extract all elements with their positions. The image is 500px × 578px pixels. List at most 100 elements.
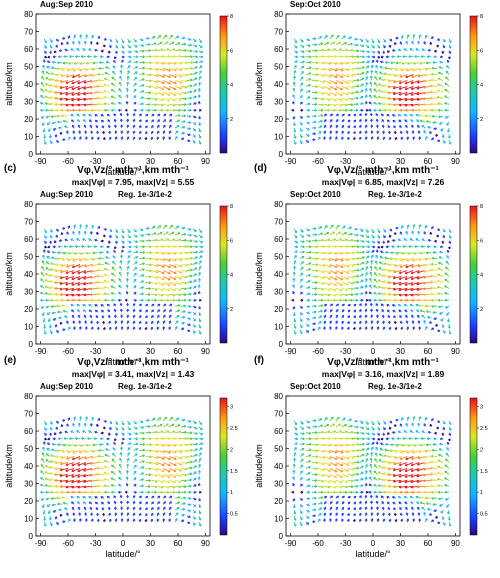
y-tick-label: 80: [24, 10, 33, 19]
vector-arrow-head: [124, 109, 128, 112]
vector-arrow-head: [340, 98, 343, 101]
x-tick-label: -60: [62, 347, 74, 356]
vector-arrow-head: [358, 136, 361, 139]
vector-arrow-head: [63, 56, 66, 59]
y-tick-label: 60: [24, 235, 33, 244]
vector-arrow-head: [72, 130, 74, 134]
vector-arrow-head: [50, 72, 53, 76]
vector-arrow-head: [67, 136, 71, 139]
vector-arrow-head: [108, 51, 111, 54]
vector-arrow-head: [162, 130, 165, 133]
vector-arrow-head: [183, 114, 186, 117]
vector-arrow-head: [300, 88, 303, 91]
vector-arrow-head: [110, 95, 113, 99]
vector-arrow-head: [368, 101, 371, 105]
vector-arrow-head: [65, 284, 68, 286]
vector-arrow-head: [82, 309, 85, 312]
vector-arrow: [329, 74, 338, 78]
vector-arrow: [89, 86, 98, 89]
vector-arrow-head: [125, 94, 128, 97]
y-tick-label: 50: [24, 63, 33, 72]
vector-arrow-head: [174, 87, 177, 90]
vector-arrow-head: [168, 68, 171, 71]
vector-arrow-head: [42, 123, 45, 127]
vector-arrow: [74, 62, 81, 65]
vector-arrow: [329, 80, 338, 85]
vector-arrow-head: [357, 61, 360, 63]
vector-arrow: [151, 91, 158, 95]
vector-arrow-head: [138, 119, 142, 122]
vector-arrow-head: [129, 50, 132, 54]
panel-regularization: Reg. 1e-3/1e-2: [118, 190, 172, 199]
vector-arrow-head: [132, 118, 135, 122]
vector-arrow-head: [97, 35, 100, 38]
colorbar: [219, 15, 228, 154]
vector-arrow-head: [362, 60, 365, 63]
vector-arrow-head: [113, 250, 115, 253]
vector-arrow-head: [179, 98, 182, 101]
vector-arrow-head: [60, 109, 64, 112]
vector-arrow-head: [163, 119, 166, 121]
vector-arrow-head: [364, 113, 367, 116]
vector-arrow-head: [168, 136, 171, 139]
vector-arrow-head: [308, 44, 311, 47]
vector-arrow-head: [380, 113, 383, 117]
vector-arrow-head: [313, 120, 317, 123]
vector-arrow-head: [330, 34, 334, 37]
vector-arrow: [181, 80, 188, 82]
x-tick-label: 0: [121, 347, 126, 356]
vector-arrow: [323, 68, 332, 71]
vector-arrow-head: [353, 131, 356, 134]
colorbar-tick-label: 8: [230, 204, 233, 210]
vector-arrow: [318, 62, 325, 64]
vector-arrow-head: [40, 109, 43, 112]
vector-arrow-head: [138, 130, 142, 134]
vector-arrow: [145, 80, 152, 82]
vector-arrow: [163, 68, 171, 72]
vector-arrow-head: [302, 55, 305, 58]
vector-arrow-head: [112, 255, 115, 258]
vector-arrow-head: [56, 68, 59, 71]
vector-arrow-head: [59, 93, 63, 95]
vector-arrow-head: [328, 98, 331, 101]
vector-arrow-head: [307, 127, 310, 131]
vector-arrow-head: [114, 124, 116, 128]
vector-arrow: [90, 74, 98, 77]
vector-arrow-head: [44, 102, 48, 105]
y-tick-label: 70: [274, 28, 283, 37]
vector-arrow-head: [368, 109, 371, 112]
vector-arrow-head: [373, 95, 376, 98]
vector-arrow: [157, 68, 165, 71]
vector-arrow-head: [309, 60, 312, 63]
vector-arrow-head: [356, 84, 360, 87]
vector-arrow: [71, 91, 81, 96]
vector-arrow-head: [302, 60, 305, 63]
vector-arrow-head: [345, 108, 348, 111]
vector-arrow: [157, 91, 164, 96]
vector-arrow-head: [431, 36, 434, 38]
vector-arrow: [169, 86, 177, 90]
vector-arrow-head: [416, 88, 420, 90]
vector-arrow-head: [127, 70, 130, 73]
vector-arrow-head: [155, 55, 158, 57]
x-tick-label: -30: [90, 347, 102, 356]
vector-arrow: [341, 74, 349, 78]
vector-arrow: [157, 80, 165, 84]
vector-arrow-head: [373, 50, 376, 54]
x-tick-label: 30: [146, 157, 155, 166]
vector-arrow-head: [133, 88, 137, 91]
vector-arrow-head: [313, 37, 317, 39]
vector-arrow-head: [416, 119, 418, 122]
vector-arrow-head: [154, 48, 158, 51]
vector-arrow-head: [438, 116, 441, 119]
vector-arrow-head: [77, 289, 80, 292]
colorbar: [219, 205, 228, 344]
vector-arrow-head: [112, 65, 115, 68]
vector-arrow-head: [54, 92, 57, 95]
vector-arrow-head: [83, 278, 86, 280]
vector-arrow-head: [60, 265, 64, 268]
vector-arrow: [163, 74, 171, 78]
vector-arrow: [77, 80, 87, 84]
vector-arrow-head: [340, 136, 343, 139]
vector-arrow-head: [294, 64, 297, 67]
